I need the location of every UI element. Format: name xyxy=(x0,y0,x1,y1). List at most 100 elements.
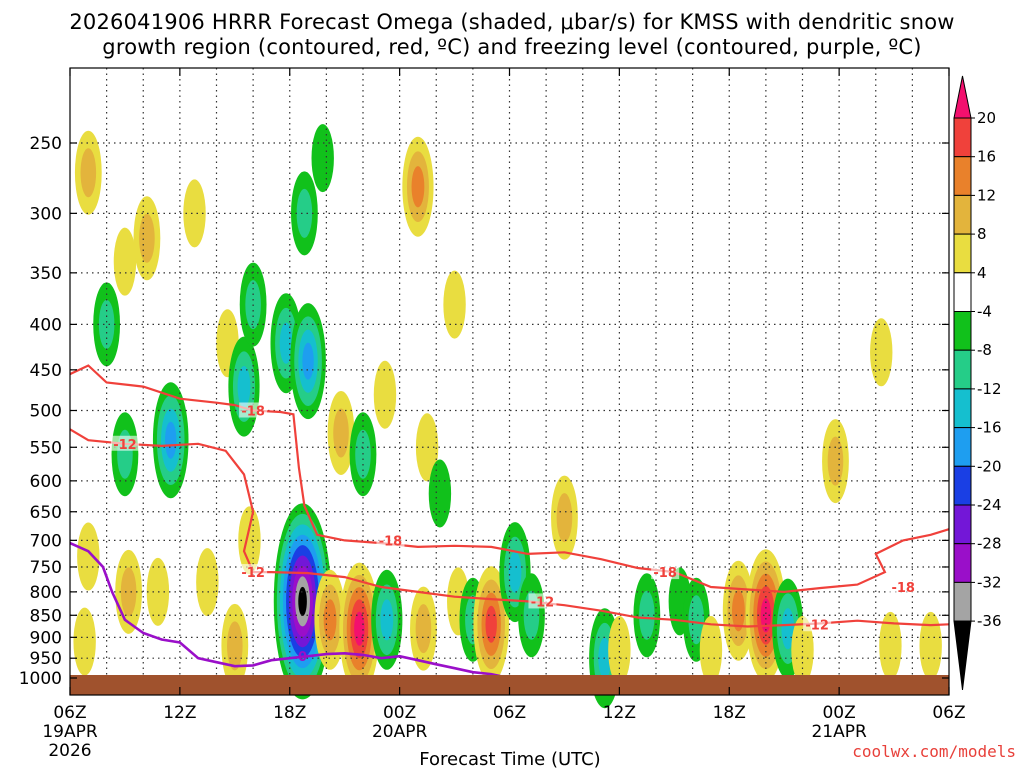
isotherm-label: -18 xyxy=(379,534,403,549)
omega-cell xyxy=(551,475,578,560)
colorbar-label: 8 xyxy=(977,225,987,243)
y-tick-label: 850 xyxy=(30,606,62,626)
colorbar-swatch xyxy=(953,349,972,390)
isotherm-label-bg xyxy=(889,579,918,595)
colorbar-swatch xyxy=(953,543,972,583)
omega-cell xyxy=(183,179,206,248)
isotherm-label: -18 xyxy=(653,566,677,581)
colorbar-top-arrow xyxy=(953,75,972,119)
isotherm-minus12 xyxy=(69,428,950,628)
contour-labels: -18 -12 -12 -18 -12 -18 -12 -18 0 xyxy=(110,402,918,665)
colorbar-label: -20 xyxy=(977,457,1002,475)
chart-title-line-2: growth region (contoured, red, ºC) and f… xyxy=(102,35,922,59)
y-tick-label: 750 xyxy=(30,558,62,578)
omega-cell xyxy=(113,227,137,296)
x-tick-date-label: 20APR xyxy=(372,722,428,742)
y-axis: 2503003504004505005506006507007508008509… xyxy=(19,134,949,689)
colorbar-label: -4 xyxy=(977,303,992,321)
omega-band xyxy=(781,608,795,650)
isotherm-label: -18 xyxy=(241,405,265,420)
isotherm-label-bg xyxy=(376,532,405,548)
y-tick-label: 1000 xyxy=(19,669,62,689)
isotherm-label-bg xyxy=(651,564,680,580)
omega-band xyxy=(238,506,261,575)
omega-band xyxy=(139,213,155,263)
colorbar-label: -32 xyxy=(977,573,1002,591)
y-tick-label: 350 xyxy=(30,264,62,284)
colorbar-label: -8 xyxy=(977,341,992,359)
omega-band xyxy=(77,522,100,591)
omega-cell xyxy=(152,382,189,499)
omega-band xyxy=(827,436,844,486)
y-tick-label: 950 xyxy=(30,649,62,669)
omega-cell xyxy=(822,419,849,504)
omega-band xyxy=(302,342,314,380)
colorbar-label: -36 xyxy=(977,612,1002,630)
colorbar-swatch xyxy=(953,233,972,274)
x-tick-date-label: 21APR xyxy=(811,722,867,742)
y-tick-label: 450 xyxy=(30,361,62,381)
colorbar-label: -16 xyxy=(977,419,1002,437)
omega-band xyxy=(196,548,219,617)
omega-band xyxy=(296,188,313,238)
omega-cell xyxy=(93,282,121,367)
credit-text: coolwx.com/models xyxy=(852,742,1016,761)
omega-cell xyxy=(473,566,509,683)
isotherm-minus18 xyxy=(69,364,950,594)
omega-cell xyxy=(791,615,814,684)
omega-band xyxy=(699,615,723,684)
omega-band xyxy=(879,611,902,680)
omega-band xyxy=(415,413,439,482)
omega-band xyxy=(791,615,814,684)
omega-band xyxy=(415,604,432,654)
omega-band xyxy=(411,166,425,208)
x-tick-label: 06Z xyxy=(53,703,86,723)
colorbar-bottom-arrow xyxy=(953,620,972,691)
colorbar-swatch xyxy=(953,388,972,429)
omega-cell xyxy=(196,548,219,617)
x-tick-label: 12Z xyxy=(603,703,636,723)
chart-title-line-1: 2026041906 HRRR Forecast Omega (shaded, … xyxy=(69,10,955,34)
omega-band xyxy=(323,599,337,641)
omega-cell xyxy=(290,303,326,420)
colorbar: 20 16 12 8 4 -4 -8 -12 -16 -20 -24 -28 -32 -36 xyxy=(953,75,1002,691)
omega-cell xyxy=(428,459,452,528)
omega-cell xyxy=(327,390,355,475)
omega-cell xyxy=(371,569,403,670)
isotherm-label-bg xyxy=(239,564,268,580)
colorbar-label: 20 xyxy=(977,109,996,127)
isotherm-label-bg xyxy=(110,435,139,451)
omega-band xyxy=(98,299,115,349)
isotherm-label-bg xyxy=(803,616,832,632)
freezing-level-contour xyxy=(69,541,528,682)
omega-band xyxy=(556,493,573,543)
colorbar-swatch xyxy=(953,427,972,467)
omega-band xyxy=(380,599,394,641)
isotherm-label: -12 xyxy=(531,595,555,610)
colorbar-swatch xyxy=(953,156,972,196)
colorbar-swatch xyxy=(953,117,972,158)
omega-band xyxy=(732,590,745,632)
omega-cell xyxy=(73,607,96,676)
omega-band xyxy=(919,611,942,680)
y-tick-label: 300 xyxy=(30,204,62,224)
omega-cell xyxy=(111,412,139,497)
omega-band xyxy=(373,360,397,429)
colorbar-label: 12 xyxy=(977,186,996,204)
omega-cell xyxy=(228,336,260,437)
isotherm-label: -12 xyxy=(113,438,137,453)
omega-cell xyxy=(415,413,439,482)
colorbar-label: 4 xyxy=(977,264,987,282)
omega-band xyxy=(120,567,137,617)
omega-band xyxy=(165,421,177,459)
colorbar-swatch xyxy=(953,465,972,506)
omega-cell xyxy=(238,506,261,575)
colorbar-swatch xyxy=(953,311,972,351)
omega-band xyxy=(183,179,206,248)
omega-band xyxy=(760,598,772,633)
omega-band xyxy=(73,607,96,676)
omega-cell xyxy=(291,171,318,256)
colorbar-label: -24 xyxy=(977,496,1002,514)
